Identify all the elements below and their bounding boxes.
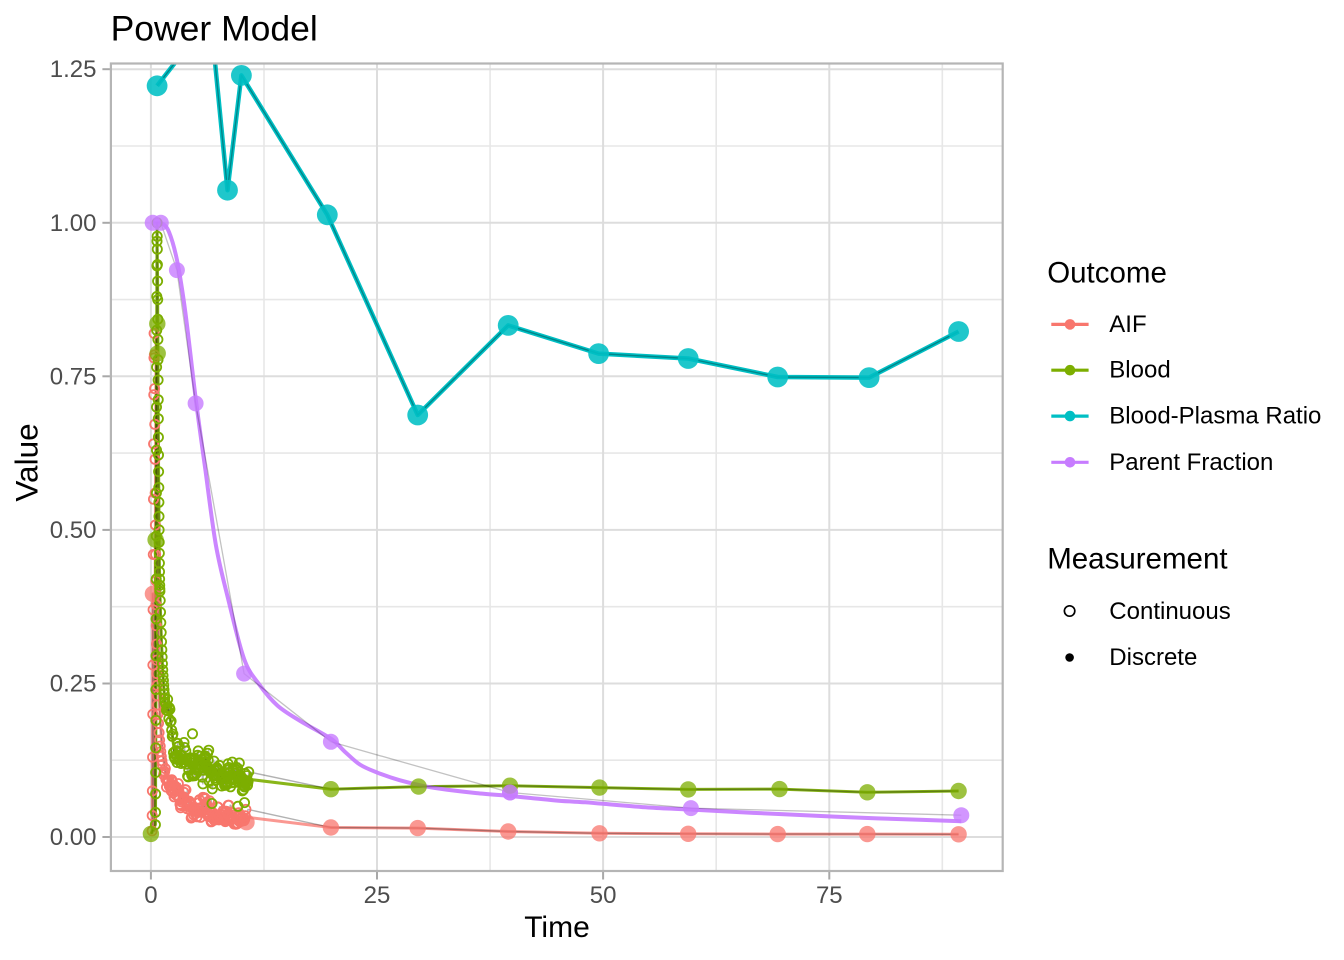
svg-text:Continuous: Continuous [1109, 598, 1230, 625]
svg-text:AIF: AIF [1109, 311, 1146, 338]
svg-text:0.25: 0.25 [50, 671, 97, 698]
svg-text:Power Model: Power Model [111, 9, 318, 49]
svg-text:Discrete: Discrete [1109, 644, 1197, 671]
svg-text:25: 25 [364, 882, 391, 909]
svg-text:1.00: 1.00 [50, 210, 97, 237]
svg-text:0.75: 0.75 [50, 363, 97, 390]
svg-text:Measurement: Measurement [1047, 542, 1227, 575]
svg-text:Value: Value [9, 423, 45, 501]
svg-text:Parent Fraction: Parent Fraction [1109, 449, 1273, 476]
svg-text:0.00: 0.00 [50, 824, 97, 851]
svg-text:Time: Time [524, 911, 590, 944]
svg-text:1.25: 1.25 [50, 56, 97, 83]
svg-text:50: 50 [590, 882, 617, 909]
svg-text:Blood-Plasma Ratio: Blood-Plasma Ratio [1109, 403, 1321, 430]
svg-text:Outcome: Outcome [1047, 257, 1167, 290]
svg-text:Blood: Blood [1109, 357, 1170, 384]
svg-text:75: 75 [816, 882, 843, 909]
svg-text:0.50: 0.50 [50, 517, 97, 544]
svg-text:0: 0 [144, 882, 157, 909]
